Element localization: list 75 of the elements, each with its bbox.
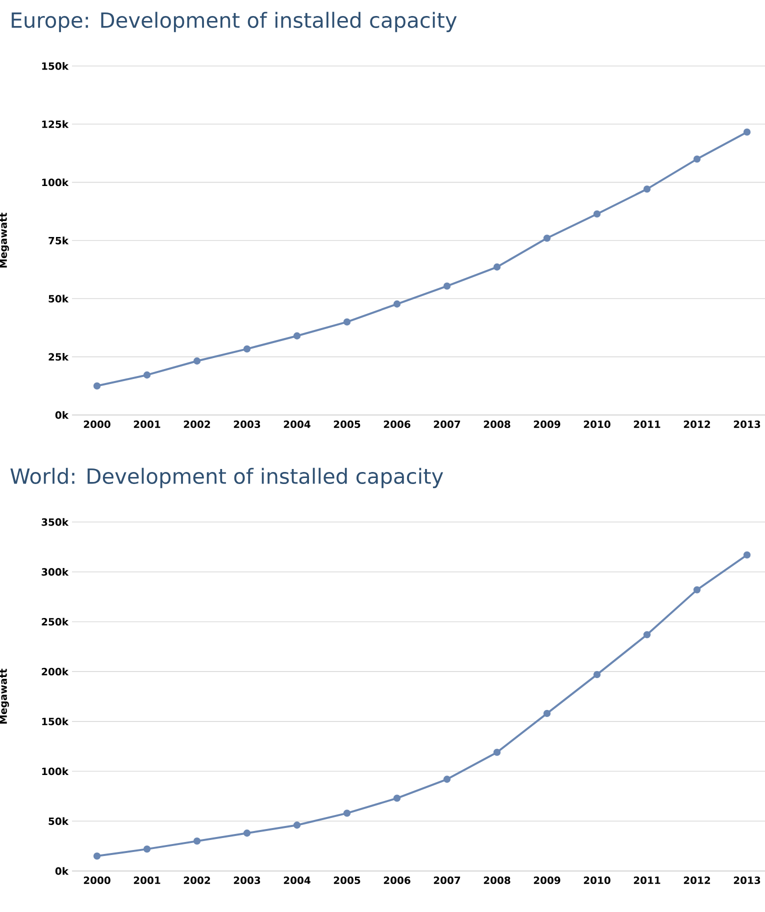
chart-title: Europe: Development of installed capacity [12, 12, 457, 32]
x-tick-label: 2013 [734, 876, 760, 884]
point [693, 586, 701, 594]
x-tick-label: 2008 [484, 876, 510, 884]
point [143, 845, 151, 853]
point [593, 670, 601, 678]
x-tick-label: 2005 [334, 876, 360, 884]
point [743, 551, 751, 558]
y-tick-label: 250k [42, 618, 69, 626]
y-tick-label: 125k [42, 120, 69, 128]
x-tick-label: 2003 [234, 420, 260, 428]
point [543, 234, 551, 242]
point [393, 300, 401, 308]
point [393, 794, 401, 802]
point [193, 357, 201, 365]
point [643, 631, 651, 638]
x-tick-label: 2012 [684, 420, 710, 428]
point [243, 345, 251, 353]
point [443, 776, 451, 783]
x-tick-label: 2011 [634, 420, 660, 428]
point [343, 318, 351, 326]
x-tick-label: 2000 [84, 420, 110, 428]
x-tick-label: 2002 [184, 876, 210, 884]
x-tick-label: 2011 [634, 876, 660, 884]
x-tick-label: 2001 [134, 876, 160, 884]
x-tick-label: 2009 [534, 420, 560, 428]
x-tick-label: 2004 [284, 420, 310, 428]
chart-title: World: Development of installed capacity [10, 468, 444, 488]
point [443, 282, 451, 290]
point [643, 185, 651, 193]
y-axis-title: Megawatt [0, 668, 9, 724]
x-tick-label: 2010 [584, 420, 610, 428]
point [543, 710, 551, 718]
x-tick-label: 2004 [284, 876, 310, 884]
point [193, 837, 201, 845]
x-tick-label: 2013 [734, 420, 760, 428]
y-tick-label: 300k [42, 568, 69, 576]
x-tick-label: 2000 [84, 876, 110, 884]
point [293, 822, 301, 829]
y-tick-label: 50k [48, 294, 69, 303]
y-tick-label: 0k [55, 411, 69, 419]
point [743, 128, 751, 136]
point [293, 332, 301, 340]
x-tick-label: 2003 [234, 876, 260, 884]
point [343, 810, 351, 817]
point [593, 210, 601, 218]
y-tick-label: 350k [42, 518, 69, 526]
point [493, 748, 501, 756]
y-axis-title: Megawatt [0, 212, 9, 268]
x-tick-label: 2007 [434, 876, 460, 884]
point [243, 830, 251, 837]
x-tick-label: 2002 [184, 420, 210, 428]
x-tick-label: 2005 [334, 420, 360, 428]
y-tick-label: 25k [48, 352, 69, 361]
x-tick-label: 2010 [584, 876, 610, 884]
x-tick-label: 2001 [134, 420, 160, 428]
y-tick-label: 150k [42, 62, 69, 70]
y-tick-label: 0k [55, 867, 69, 875]
x-tick-label: 2012 [684, 876, 710, 884]
y-tick-label: 75k [48, 236, 69, 244]
x-tick-label: 2008 [484, 420, 510, 428]
x-tick-label: 2006 [384, 420, 410, 428]
point [493, 263, 501, 271]
y-tick-label: 150k [42, 718, 69, 726]
point [93, 852, 101, 860]
y-tick-label: 100k [42, 178, 69, 186]
point [143, 371, 151, 379]
y-tick-label: 200k [42, 668, 69, 676]
y-tick-label: 100k [42, 767, 69, 776]
y-tick-label: 50k [48, 817, 69, 825]
x-tick-label: 2006 [384, 876, 410, 884]
x-tick-label: 2007 [434, 420, 460, 428]
point [693, 155, 701, 163]
x-tick-label: 2009 [534, 876, 560, 884]
point [93, 382, 101, 390]
